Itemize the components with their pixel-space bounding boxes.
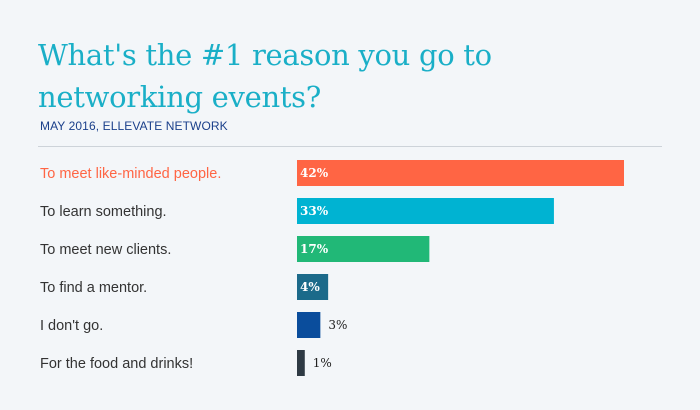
value-label: 4% <box>300 280 320 294</box>
category-label: For the food and drinks! <box>40 356 193 372</box>
bar <box>297 198 554 224</box>
category-label: To find a mentor. <box>40 280 147 296</box>
category-label: I don't go. <box>40 318 103 334</box>
bar <box>297 312 321 338</box>
title-divider <box>38 146 662 147</box>
value-label: 33% <box>300 204 329 218</box>
bar <box>297 350 305 376</box>
category-label: To meet like-minded people. <box>40 166 221 182</box>
value-label: 3% <box>328 318 347 332</box>
value-label: 42% <box>300 166 329 180</box>
bar <box>297 274 329 300</box>
chart-title: What's the #1 reason you go to networkin… <box>38 38 492 114</box>
chart-subtitle: MAY 2016, ELLEVATE NETWORK <box>40 119 228 133</box>
category-label: To learn something. <box>40 204 167 220</box>
value-label: 17% <box>300 242 329 256</box>
category-label: To meet new clients. <box>40 242 171 258</box>
bar <box>297 160 624 186</box>
bar <box>297 236 430 262</box>
value-label: 1% <box>313 356 332 370</box>
